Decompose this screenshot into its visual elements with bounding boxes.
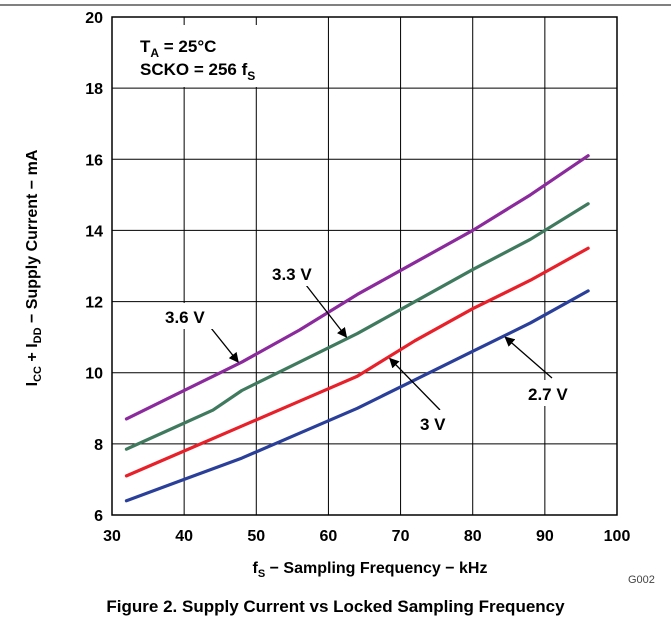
- annotation-label-4: 2.7 V: [528, 385, 568, 404]
- x-tick-label-50: 50: [247, 528, 265, 545]
- x-axis-title: fS − Sampling Frequency − kHz: [253, 560, 488, 580]
- series-lines: [124, 154, 590, 503]
- y-tick-label-6: 6: [94, 508, 103, 525]
- x-tick-label-70: 70: [392, 528, 410, 545]
- series-line-4: [124, 289, 590, 503]
- condition-line-1: TA = 25°C: [140, 37, 216, 60]
- annotation-bg-3: [416, 410, 464, 436]
- figure-caption: Figure 2. Supply Current vs Locked Sampl…: [106, 597, 565, 616]
- y-tick-label-18: 18: [85, 81, 103, 98]
- x-tick-label-80: 80: [464, 528, 482, 545]
- series-line-2: [124, 202, 590, 451]
- annotation-arrow-4: [504, 336, 553, 379]
- y-axis-title: ICC + IDD − Supply Current − mA: [24, 149, 44, 386]
- plot-frame: [111, 16, 618, 516]
- condition-line-2: SCKO = 256 fS: [140, 60, 255, 83]
- conditions-box: [124, 25, 292, 87]
- series-line-1: [124, 154, 590, 421]
- figure-code: G002: [628, 574, 655, 586]
- x-tick-label-40: 40: [175, 528, 193, 545]
- series-line-3: [124, 246, 590, 478]
- x-tick-label-30: 30: [103, 528, 121, 545]
- y-tick-label-16: 16: [85, 152, 103, 169]
- annotation-bg-4: [524, 380, 584, 406]
- annotation-arrow-2: [305, 284, 348, 338]
- grid: [111, 16, 618, 516]
- tick-labels: 30 40 50 60 70 80 90 100 6 8 10 12 14 16 18 20: [85, 10, 630, 545]
- annotation-label-1: 3.6 V: [165, 308, 205, 327]
- annotations: 3.6 V 3.3 V 3 V 2.7 V: [161, 260, 584, 436]
- y-tick-label-20: 20: [85, 10, 103, 27]
- annotation-bg-2: [268, 260, 326, 286]
- annotation-arrow-3: [389, 357, 441, 411]
- y-tick-label-14: 14: [85, 223, 103, 240]
- x-tick-label-100: 100: [604, 528, 631, 545]
- y-tick-label-10: 10: [85, 366, 103, 383]
- y-tick-label-12: 12: [85, 295, 103, 312]
- annotation-label-2: 3.3 V: [272, 265, 312, 284]
- annotation-label-3: 3 V: [420, 415, 446, 434]
- y-tick-label-8: 8: [94, 437, 103, 454]
- x-tick-label-90: 90: [536, 528, 554, 545]
- annotation-bg-1: [161, 303, 219, 329]
- x-tick-label-60: 60: [320, 528, 338, 545]
